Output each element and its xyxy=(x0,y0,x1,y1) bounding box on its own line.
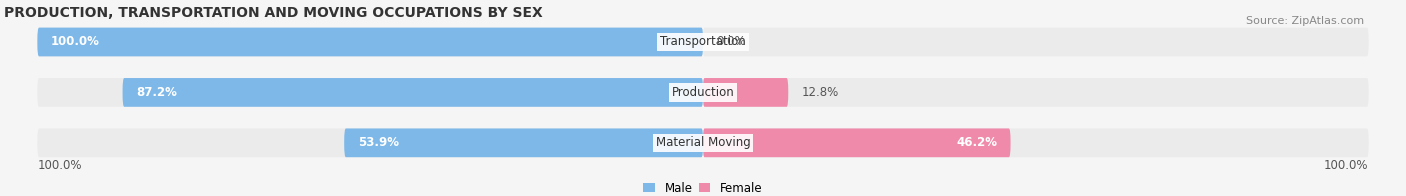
FancyBboxPatch shape xyxy=(38,28,703,56)
Text: 100.0%: 100.0% xyxy=(51,35,100,48)
Text: Production: Production xyxy=(672,86,734,99)
Text: 53.9%: 53.9% xyxy=(357,136,398,149)
Text: Transportation: Transportation xyxy=(661,35,745,48)
FancyBboxPatch shape xyxy=(38,78,703,107)
FancyBboxPatch shape xyxy=(703,128,1368,157)
FancyBboxPatch shape xyxy=(703,128,1011,157)
Text: 100.0%: 100.0% xyxy=(38,159,82,172)
FancyBboxPatch shape xyxy=(38,128,703,157)
Text: 0.0%: 0.0% xyxy=(716,35,747,48)
FancyBboxPatch shape xyxy=(344,128,703,157)
FancyBboxPatch shape xyxy=(122,78,703,107)
Text: 12.8%: 12.8% xyxy=(801,86,839,99)
FancyBboxPatch shape xyxy=(703,28,1368,56)
Text: 46.2%: 46.2% xyxy=(956,136,997,149)
Text: PRODUCTION, TRANSPORTATION AND MOVING OCCUPATIONS BY SEX: PRODUCTION, TRANSPORTATION AND MOVING OC… xyxy=(4,6,543,20)
Text: 100.0%: 100.0% xyxy=(1324,159,1368,172)
Text: Material Moving: Material Moving xyxy=(655,136,751,149)
FancyBboxPatch shape xyxy=(38,28,703,56)
Legend: Male, Female: Male, Female xyxy=(644,182,762,195)
FancyBboxPatch shape xyxy=(703,78,789,107)
Text: 87.2%: 87.2% xyxy=(136,86,177,99)
FancyBboxPatch shape xyxy=(703,78,1368,107)
Text: Source: ZipAtlas.com: Source: ZipAtlas.com xyxy=(1246,16,1364,26)
